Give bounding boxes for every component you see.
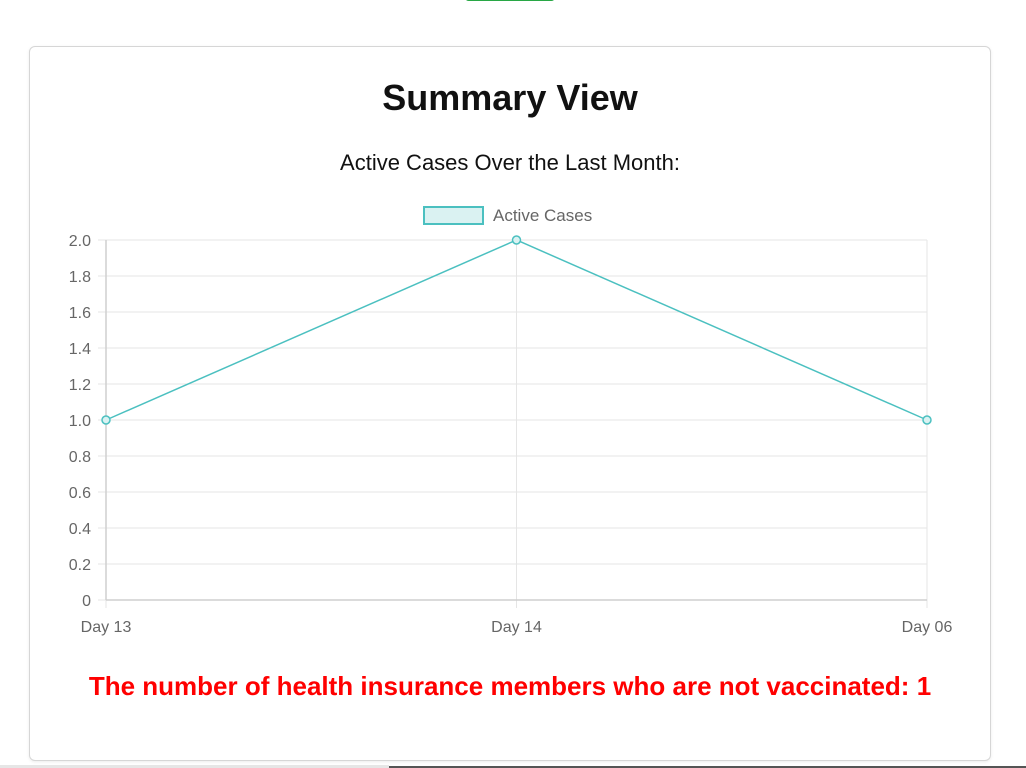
x-tick-label: Day 14 <box>491 619 542 636</box>
y-tick-label: 1.0 <box>69 413 91 430</box>
y-tick-label: 1.6 <box>69 305 91 322</box>
y-tick-label: 2.0 <box>69 233 91 250</box>
y-tick-label: 0.6 <box>69 485 91 502</box>
y-tick-label: 1.8 <box>69 269 91 286</box>
legend-label[interactable]: Active Cases <box>493 206 592 225</box>
y-tick-label: 1.4 <box>69 341 91 358</box>
y-tick-label: 0.2 <box>69 557 91 574</box>
y-tick-label: 0.4 <box>69 521 91 538</box>
unvaccinated-notice: The number of health insurance members w… <box>88 671 932 701</box>
x-tick-label: Day 06 <box>902 619 953 636</box>
data-point[interactable] <box>511 235 522 245</box>
y-tick-label: 0.8 <box>69 449 91 466</box>
data-point[interactable] <box>101 415 111 425</box>
data-point[interactable] <box>922 415 932 425</box>
chart-subtitle: Active Cases Over the Last Month: <box>340 150 680 175</box>
legend-swatch[interactable] <box>423 206 484 225</box>
y-tick-label: 0 <box>82 593 91 610</box>
top-button[interactable] <box>465 0 555 1</box>
x-tick-label: Day 13 <box>81 619 132 636</box>
active-cases-chart: 0 0.2 0.4 0.6 0.8 1.0 1.2 1.4 1.6 1.8 2.0 Day 13 Day… <box>69 206 953 636</box>
page-title: Summary View <box>382 77 638 118</box>
footer-divider-left <box>0 765 389 768</box>
summary-card: Summary View Active Cases Over the Last … <box>29 46 991 761</box>
footer-divider <box>389 766 1026 768</box>
y-tick-label: 1.2 <box>69 377 91 394</box>
